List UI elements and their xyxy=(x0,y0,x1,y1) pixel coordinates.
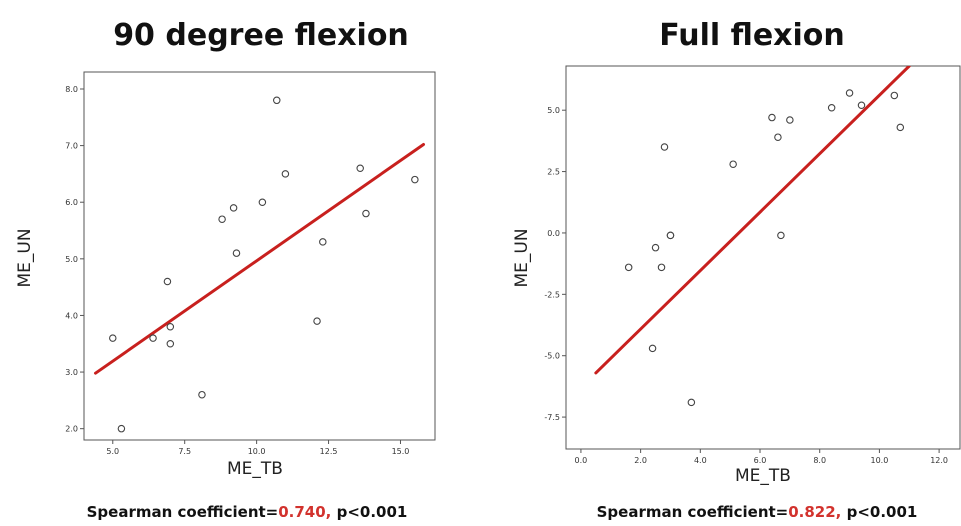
data-point-left xyxy=(281,170,290,178)
panel-right: Full flexion 0.0 2.0 4.0 6.0 8.0 10.0 12.0 -7.5… xyxy=(512,18,961,521)
scatter-points-right xyxy=(624,89,905,407)
x-tick-label-right: 10.0 xyxy=(871,456,889,465)
x-tick-label-right: 0.0 xyxy=(575,456,588,465)
y-tick-label-left: 7.0 xyxy=(65,142,78,151)
data-point-right xyxy=(896,123,905,132)
data-point-right xyxy=(660,143,669,151)
chart-title-right: Full flexion xyxy=(659,18,845,53)
data-point-right xyxy=(648,344,657,353)
data-point-left xyxy=(229,204,238,212)
x-axis-label-right: ME_TB xyxy=(735,466,791,486)
data-point-left xyxy=(149,334,157,342)
x-tick-label-left: 10.0 xyxy=(248,447,266,456)
x-tick-label-left: 5.0 xyxy=(106,447,119,456)
y-tick-label-right: -5.0 xyxy=(544,352,560,361)
regression-line-left xyxy=(94,142,425,375)
data-point-left xyxy=(273,96,281,105)
y-tick-label-left: 4.0 xyxy=(65,311,78,320)
x-axis-label-left: ME_TB xyxy=(227,459,283,479)
data-point-right xyxy=(786,116,794,124)
y-axis-label-right: ME_UN xyxy=(512,228,532,287)
data-point-left xyxy=(163,277,172,286)
data-point-right xyxy=(624,263,633,272)
panel-left: 90 degree flexion 5.0 7.5 10.0 12.5 15.0 2.0 3… xyxy=(15,18,436,521)
data-point-right xyxy=(890,91,899,100)
caption-left: Spearman coefficient=0.740, p<0.001 xyxy=(87,503,408,521)
coefficient-left: 0.740, xyxy=(278,503,331,521)
x-tick-label-left: 12.5 xyxy=(320,447,338,456)
data-point-left xyxy=(218,215,226,223)
data-point-right xyxy=(845,89,854,97)
data-point-left xyxy=(232,249,241,257)
data-point-left xyxy=(356,164,364,172)
data-point-left xyxy=(319,238,327,246)
data-point-right xyxy=(857,101,866,110)
y-tick-label-right: 0.0 xyxy=(547,229,560,238)
data-point-left xyxy=(362,209,370,218)
x-tick-label-right: 4.0 xyxy=(694,456,707,465)
x-tick-label-left: 7.5 xyxy=(178,447,191,456)
data-point-left xyxy=(166,340,175,348)
fit-line-right xyxy=(594,66,911,375)
data-point-left xyxy=(198,390,206,399)
x-tick-label-right: 8.0 xyxy=(813,456,826,465)
axis-ticks-left: 5.0 7.5 10.0 12.5 15.0 2.0 3.0 4.0 5.0 6.0 7.0 8.0 xyxy=(65,85,409,456)
caption-prefix-right: Spearman coefficient= xyxy=(597,503,789,521)
plot-area-right xyxy=(565,65,961,450)
fit-line-left xyxy=(94,142,425,375)
data-point-right xyxy=(768,113,776,122)
data-point-left xyxy=(258,198,267,206)
y-axis-label-left: ME_UN xyxy=(15,228,35,287)
coefficient-right: 0.822, xyxy=(788,503,841,521)
y-tick-label-left: 8.0 xyxy=(65,85,78,94)
data-point-left xyxy=(411,175,419,184)
caption-prefix-left: Spearman coefficient= xyxy=(87,503,279,521)
data-point-left xyxy=(117,424,126,433)
regression-line-right xyxy=(594,66,911,375)
data-point-right xyxy=(651,243,660,252)
data-point-left xyxy=(313,317,321,325)
data-point-right xyxy=(657,263,666,272)
data-point-left xyxy=(166,323,175,331)
data-point-right xyxy=(774,133,782,141)
data-point-right xyxy=(687,398,696,407)
x-tick-label-left: 15.0 xyxy=(392,447,410,456)
plot-area-left xyxy=(83,71,436,441)
axis-ticks-right: 0.0 2.0 4.0 6.0 8.0 10.0 12.0 -7.5 -5.0 -2.5 0.0 2.… xyxy=(544,106,948,465)
y-tick-label-right: 5.0 xyxy=(547,106,560,115)
x-tick-label-right: 2.0 xyxy=(634,456,647,465)
data-point-right xyxy=(666,231,675,240)
x-tick-label-right: 12.0 xyxy=(930,456,948,465)
caption-right: Spearman coefficient=0.822, p<0.001 xyxy=(597,503,918,521)
data-point-right xyxy=(729,160,737,168)
y-tick-label-right: 2.5 xyxy=(547,168,560,177)
data-point-right xyxy=(827,103,836,112)
x-tick-label-right: 6.0 xyxy=(754,456,767,465)
y-tick-label-left: 2.0 xyxy=(65,425,78,434)
data-point-left xyxy=(109,334,117,342)
y-tick-label-left: 5.0 xyxy=(65,255,78,264)
chart-title-left: 90 degree flexion xyxy=(113,18,409,53)
y-tick-label-left: 3.0 xyxy=(65,368,78,377)
caption-suffix-left: p<0.001 xyxy=(331,503,407,521)
data-point-right xyxy=(777,231,785,240)
y-tick-label-right: -7.5 xyxy=(544,413,560,422)
caption-suffix-right: p<0.001 xyxy=(841,503,917,521)
y-tick-label-left: 6.0 xyxy=(65,198,78,207)
scatter-points-left xyxy=(109,96,419,433)
y-tick-label-right: -2.5 xyxy=(544,290,560,299)
